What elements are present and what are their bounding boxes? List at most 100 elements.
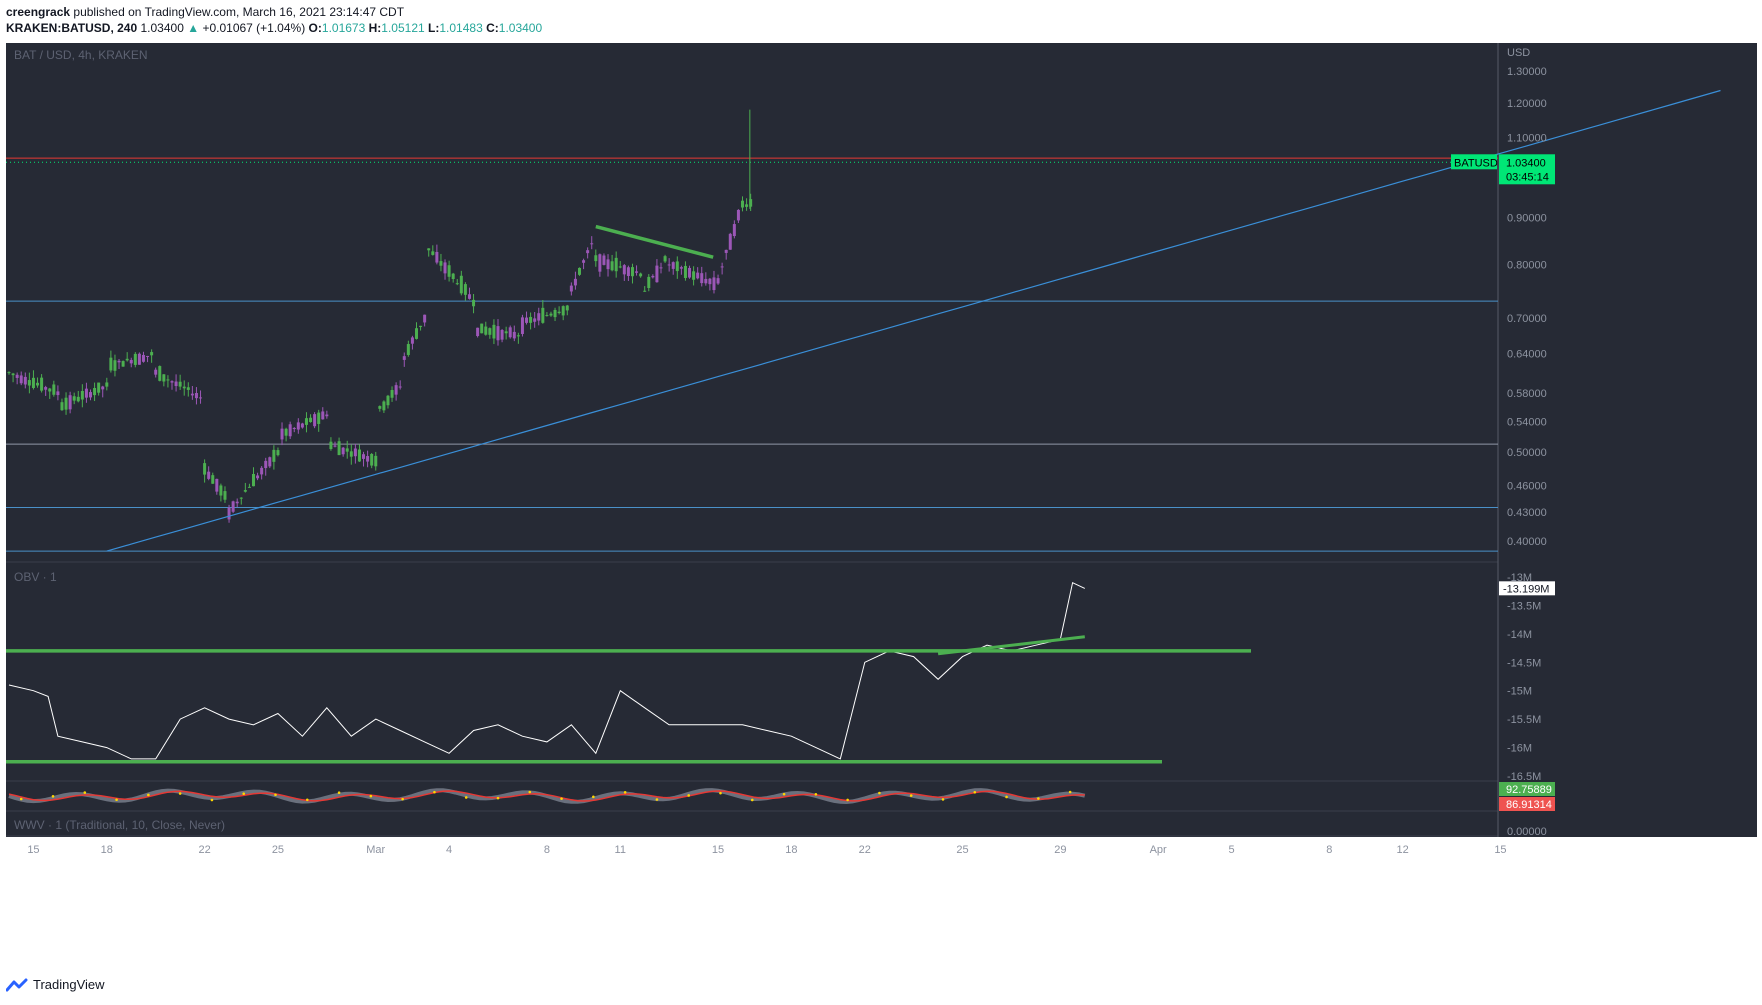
- candle-body: [256, 475, 260, 479]
- time-tick-label: 15: [27, 844, 39, 856]
- candle-body: [353, 448, 357, 457]
- candle-body: [72, 396, 76, 401]
- candle: [423, 314, 427, 327]
- candle-body: [235, 501, 239, 504]
- candle-body: [296, 422, 300, 430]
- candle-body: [402, 356, 406, 360]
- candle-body: [378, 406, 382, 409]
- candle: [72, 392, 76, 405]
- candle: [382, 400, 386, 413]
- candle: [683, 261, 687, 281]
- candle-body: [7, 372, 11, 374]
- symbol-line: KRAKEN:BATUSD, 240 1.03400 ▲ +0.01067 (+…: [6, 20, 542, 36]
- candle-body: [174, 381, 178, 387]
- candle-body: [704, 278, 708, 284]
- candle-body: [410, 337, 414, 344]
- candle: [345, 440, 349, 459]
- candle: [317, 409, 321, 432]
- candle: [696, 267, 700, 280]
- candle: [663, 254, 667, 263]
- symbol-name: KRAKEN:BATUSD, 240: [6, 21, 138, 35]
- candle: [732, 220, 736, 239]
- price-badge-countdown: 03:45:14: [1506, 171, 1549, 183]
- candle: [630, 263, 634, 284]
- price-tick-label: 0.46000: [1507, 480, 1547, 492]
- candle: [117, 358, 121, 370]
- candle-body: [488, 328, 492, 335]
- oscillator-dot: [623, 791, 627, 794]
- candle: [203, 459, 207, 483]
- candle: [565, 304, 569, 316]
- candle: [610, 254, 614, 272]
- candle: [44, 385, 48, 396]
- candle-body: [186, 387, 190, 390]
- oscillator-dot: [274, 793, 277, 797]
- candle-body: [732, 224, 736, 237]
- candle-body: [11, 373, 15, 376]
- candle: [402, 352, 406, 367]
- candle-body: [158, 366, 162, 381]
- obv-tick-label: -14M: [1507, 629, 1532, 641]
- candle-body: [390, 390, 394, 398]
- brand-name[interactable]: TradingView: [33, 977, 105, 992]
- candle: [504, 326, 508, 340]
- candle: [598, 253, 602, 277]
- candle-body: [231, 501, 235, 512]
- candle: [121, 360, 125, 367]
- candle-body: [357, 449, 361, 462]
- oscillator-dot: [878, 791, 881, 795]
- obv-tick-label: -13.5M: [1507, 600, 1541, 612]
- time-tick-label: 5: [1228, 844, 1234, 856]
- candle-body: [374, 455, 378, 467]
- wwv-tick-label: 0.00000: [1507, 826, 1547, 838]
- candle-body: [622, 265, 626, 275]
- candle-body: [362, 454, 366, 459]
- candle-body: [508, 327, 512, 338]
- candle: [374, 451, 378, 471]
- chart-container[interactable]: 1.30000 1.20000 1.10000 0.90000 0.80000 0.700…: [6, 43, 1757, 969]
- time-axis-background: [6, 837, 1757, 969]
- candle: [268, 456, 272, 469]
- candle: [545, 312, 549, 317]
- author-name[interactable]: creengrack: [6, 5, 71, 19]
- candle: [520, 314, 524, 337]
- candle: [639, 272, 643, 278]
- candle: [622, 264, 626, 281]
- price-badge-value: 1.03400: [1506, 157, 1546, 169]
- candle: [484, 321, 488, 336]
- candle: [594, 249, 598, 267]
- candle: [178, 374, 182, 390]
- candle: [101, 385, 105, 398]
- candle: [557, 306, 561, 315]
- osc-badge-1: [1499, 782, 1555, 796]
- time-tick-label: 15: [1494, 844, 1506, 856]
- candle-body: [533, 318, 537, 322]
- tradingview-logo-icon[interactable]: [6, 978, 28, 992]
- time-tick-label: Mar: [366, 844, 385, 856]
- candle-body: [590, 243, 594, 245]
- candle-body: [745, 204, 749, 207]
- oscillator-dot: [147, 793, 150, 797]
- obv-trendline: [937, 635, 1085, 656]
- candle: [325, 410, 329, 419]
- candle: [109, 350, 113, 373]
- candle: [162, 374, 166, 387]
- candle: [31, 370, 35, 390]
- time-tick-label: 12: [1397, 844, 1409, 856]
- candle: [239, 497, 243, 505]
- candle-body: [333, 445, 337, 447]
- candle: [602, 253, 606, 266]
- chart-svg[interactable]: 1.30000 1.20000 1.10000 0.90000 0.80000 0.700…: [6, 43, 1757, 969]
- candle-body: [516, 335, 520, 337]
- candle-body: [36, 382, 40, 386]
- candle-body: [125, 358, 129, 361]
- candle-body: [557, 311, 561, 314]
- candle-body: [512, 331, 516, 339]
- time-tick-label: 25: [272, 844, 284, 856]
- candle: [480, 323, 484, 334]
- candle-body: [696, 272, 700, 279]
- candle-body: [64, 397, 68, 410]
- oscillator-dot: [369, 794, 373, 798]
- candle-body: [101, 386, 105, 390]
- candle-body: [60, 402, 64, 411]
